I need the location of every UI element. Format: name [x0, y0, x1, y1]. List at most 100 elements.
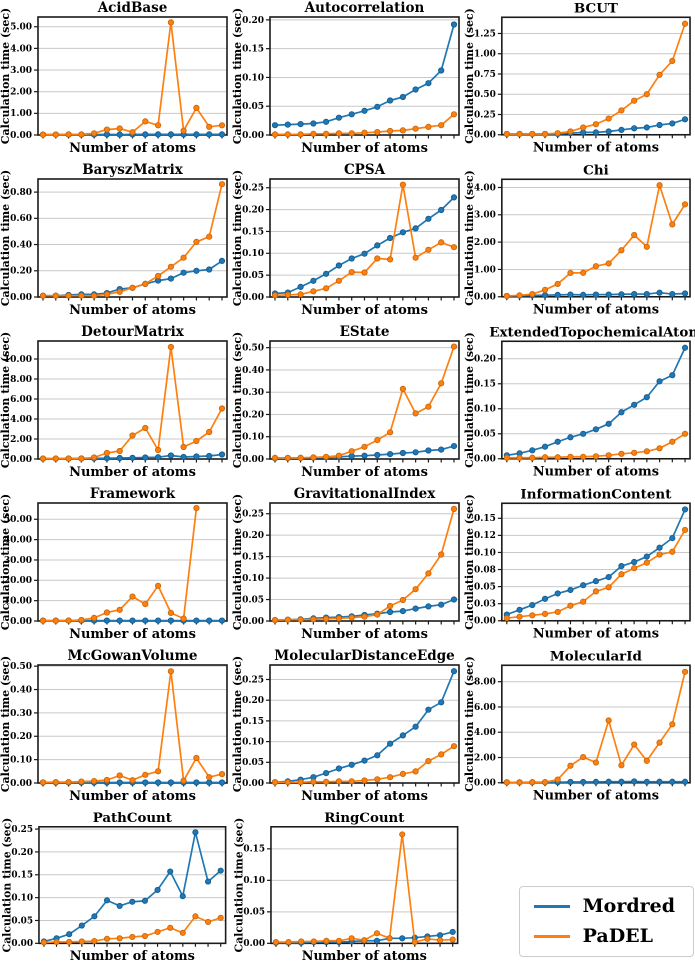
data-point — [450, 668, 458, 675]
y-axis-ticks: 0.00 1.00 2.00 3.00 4.00 5.00 — [10, 23, 38, 141]
data-point — [681, 290, 689, 297]
data-point — [541, 454, 549, 461]
data-point — [374, 255, 381, 262]
data-point — [116, 617, 123, 624]
series-padel — [503, 526, 689, 622]
y-tick-label: 0.25 — [242, 675, 264, 685]
data-point — [154, 886, 161, 893]
y-tick-label: 0.00 — [242, 293, 264, 303]
y-tick-label: 0.05 — [242, 595, 264, 605]
data-point — [129, 617, 136, 624]
series-line — [274, 508, 455, 621]
chart-title: MolecularDistanceEdge — [274, 648, 455, 664]
data-point — [643, 91, 650, 98]
data-point — [631, 290, 638, 298]
data-point — [425, 758, 432, 765]
data-point — [78, 938, 85, 945]
data-point — [348, 255, 355, 262]
data-point — [580, 778, 587, 786]
y-tick-label: 0.00 — [474, 779, 496, 789]
data-point — [193, 104, 200, 112]
series-padel — [39, 181, 226, 299]
y-tick-label: 2.00 — [474, 753, 496, 763]
data-point — [541, 286, 549, 293]
data-point — [438, 380, 445, 387]
legend-item-padel: PaDEL — [533, 926, 675, 947]
data-point — [605, 778, 612, 785]
series-padel — [39, 19, 226, 138]
data-point — [348, 614, 355, 621]
data-point — [193, 131, 200, 138]
subplot-bcut: 0.00 0.25 0.50 0.75 1.00 1.25 BCUT Calculation … — [464, 0, 695, 162]
y-tick-label: 0.80 — [10, 188, 32, 198]
data-point — [541, 595, 549, 602]
series-padel — [503, 430, 689, 461]
data-point — [52, 131, 59, 138]
data-point — [348, 761, 355, 768]
data-point — [323, 453, 330, 460]
data-point — [142, 771, 149, 778]
gridlines — [270, 187, 459, 298]
axis-frame — [37, 16, 228, 136]
gridlines — [38, 358, 227, 460]
data-point — [516, 613, 523, 620]
y-tick-label: 0.20 — [242, 410, 264, 420]
data-point — [631, 741, 638, 748]
x-axis-label: Number of atoms — [69, 141, 196, 156]
y-tick-label: 0.10 — [242, 737, 264, 747]
data-point — [39, 779, 47, 786]
data-point — [541, 443, 549, 450]
series-line — [506, 671, 686, 784]
data-point — [180, 127, 187, 134]
data-point — [103, 449, 111, 457]
data-point — [348, 111, 355, 118]
data-point — [618, 107, 625, 114]
data-point — [387, 127, 394, 135]
data-point — [271, 617, 279, 624]
data-point — [271, 131, 279, 138]
data-point — [361, 250, 368, 257]
data-point — [361, 777, 368, 784]
chart-title: BaryszMatrix — [82, 162, 184, 178]
data-point — [656, 71, 663, 78]
data-point — [272, 938, 279, 946]
data-point — [116, 772, 123, 779]
data-point — [78, 922, 85, 929]
y-tick-label: 0.10 — [243, 876, 265, 886]
series-line — [274, 196, 455, 295]
data-point — [656, 739, 663, 746]
data-point — [193, 617, 200, 624]
data-point — [643, 559, 650, 566]
data-point — [155, 272, 162, 280]
data-point — [374, 437, 381, 444]
axis-frame — [37, 178, 228, 298]
data-point — [271, 779, 279, 786]
y-tick-label: 2.00 — [10, 435, 32, 445]
data-point — [335, 452, 343, 459]
data-point — [425, 123, 432, 131]
data-point — [180, 269, 187, 276]
y-tick-label: 5.00 — [10, 23, 32, 33]
data-point — [78, 616, 85, 624]
gridlines — [501, 681, 691, 784]
series-mordred — [39, 257, 226, 299]
data-point — [399, 831, 406, 838]
data-point — [142, 454, 149, 461]
y-tick-label: 0.40 — [242, 366, 264, 376]
y-axis-label: Calculation time (sec) — [0, 494, 12, 631]
x-axis-label: Number of atoms — [533, 141, 659, 156]
y-tick-label: 0.15 — [474, 514, 496, 524]
y-tick-label: 0.00 — [10, 293, 32, 303]
y-tick-label: 4.00 — [10, 415, 32, 425]
subplot-acidbase: 0.00 1.00 2.00 3.00 4.00 5.00 AcidBase Calculat… — [0, 0, 232, 162]
data-point — [681, 201, 689, 208]
data-point — [605, 128, 612, 135]
data-point — [374, 776, 381, 783]
chart-title: ExtendedTopochemicalAtom — [489, 324, 695, 340]
data-point — [516, 779, 523, 786]
data-point — [65, 455, 72, 462]
series-padel — [272, 831, 456, 946]
data-point — [129, 898, 136, 905]
data-point — [438, 122, 445, 129]
